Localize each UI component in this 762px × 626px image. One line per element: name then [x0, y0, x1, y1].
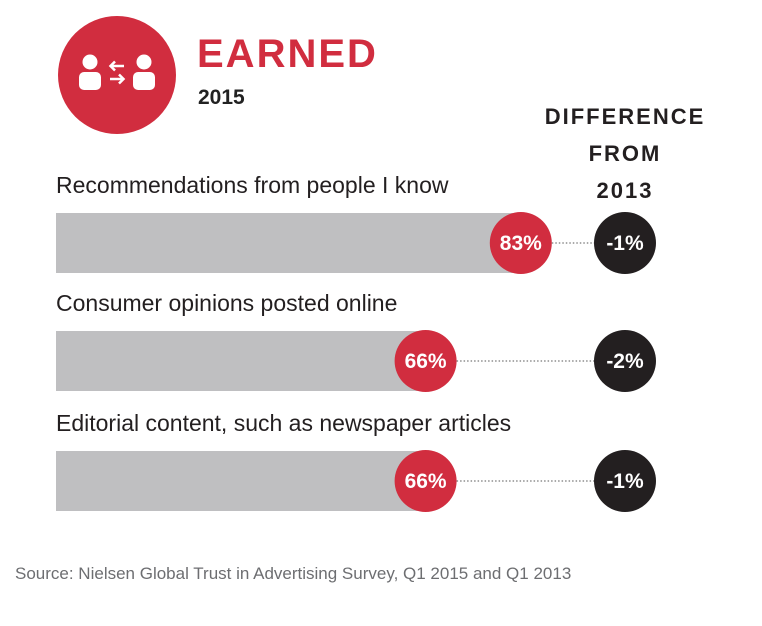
- value-label: 66%: [405, 350, 447, 373]
- value-marker: [489, 212, 552, 274]
- value-marker: [394, 450, 457, 512]
- difference-column-header: DIFFERENCE FROM 2013: [530, 98, 720, 209]
- bar: [56, 451, 420, 511]
- difference-label: -2%: [606, 350, 644, 373]
- difference-label: -1%: [606, 470, 644, 493]
- value-marker: [394, 330, 457, 392]
- difference-label: -1%: [606, 232, 644, 255]
- value-label: 66%: [405, 470, 447, 493]
- difference-header-line: 2013: [596, 178, 654, 203]
- source-note: Source: Nielsen Global Trust in Advertis…: [15, 564, 572, 583]
- difference-header-line: FROM: [588, 141, 662, 166]
- difference-badge: [594, 450, 656, 512]
- category-label: Recommendations from people I know: [56, 172, 449, 198]
- category-label: Editorial content, such as newspaper art…: [56, 410, 511, 436]
- category-label: Consumer opinions posted online: [56, 290, 397, 316]
- value-label: 83%: [500, 232, 542, 255]
- difference-badge: [594, 212, 656, 274]
- people-exchange-icon: [58, 16, 176, 134]
- bar: [56, 213, 515, 273]
- difference-header-line: DIFFERENCE: [544, 104, 706, 129]
- difference-badge: [594, 330, 656, 392]
- bar: [56, 331, 420, 391]
- chart-year: 2015: [198, 86, 245, 109]
- earned-logo: [58, 16, 176, 134]
- chart-title: EARNED: [197, 32, 378, 76]
